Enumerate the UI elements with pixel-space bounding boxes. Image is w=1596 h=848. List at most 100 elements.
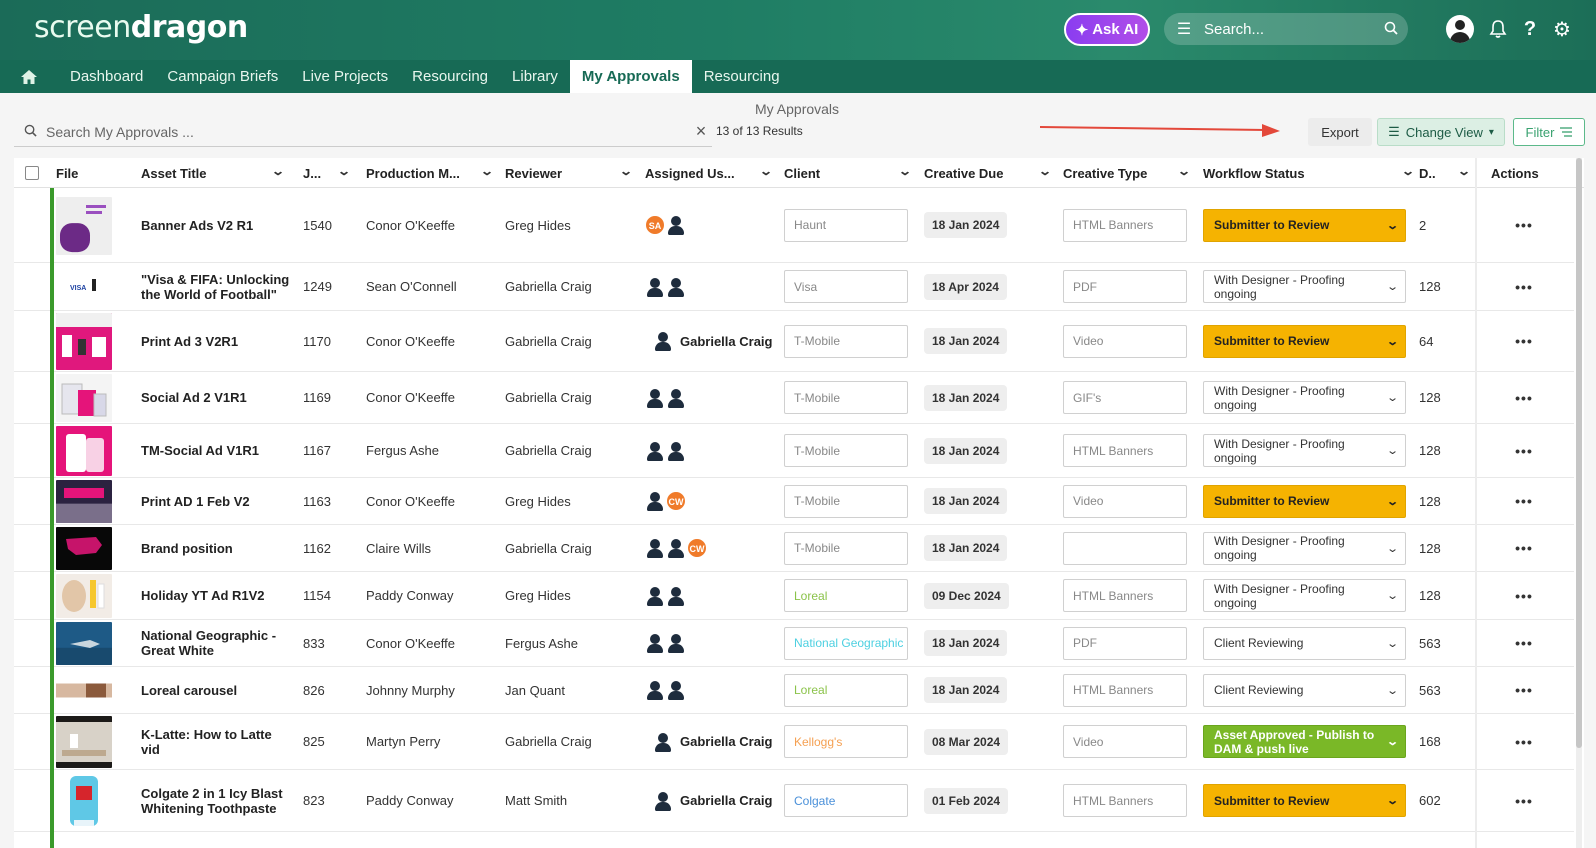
row-actions-button[interactable]: •••: [1494, 525, 1554, 571]
col-asset-title[interactable]: Asset Title ⌄: [141, 164, 286, 181]
asset-thumbnail[interactable]: VISA: [56, 265, 112, 309]
user-avatar-icon[interactable]: [666, 538, 686, 558]
row-actions-button[interactable]: •••: [1494, 188, 1554, 262]
asset-thumbnail[interactable]: [56, 196, 112, 255]
search-icon[interactable]: [1374, 21, 1408, 38]
creative-due-date[interactable]: 18 Jan 2024: [924, 488, 1008, 514]
creative-type-field[interactable]: PDF: [1063, 626, 1187, 660]
creative-type-field[interactable]: Video: [1063, 725, 1187, 758]
more-icon[interactable]: •••: [1515, 442, 1533, 459]
creative-due-date[interactable]: 08 Mar 2024: [924, 728, 1009, 755]
creative-due-date[interactable]: 01 Feb 2024: [924, 787, 1009, 814]
workflow-status-select[interactable]: Submitter to Review ⌄: [1203, 484, 1406, 518]
more-icon[interactable]: •••: [1515, 540, 1533, 556]
user-initials-avatar[interactable]: CW: [687, 538, 707, 558]
asset-thumbnail[interactable]: [56, 480, 112, 523]
client-field[interactable]: T-Mobile: [784, 484, 908, 518]
more-icon[interactable]: •••: [1515, 733, 1533, 750]
table-row[interactable]: Brand position 1162 Claire Wills Gabriel…: [14, 525, 1574, 572]
workflow-status-select[interactable]: With Designer - Proofing ongoing ⌄: [1203, 579, 1406, 612]
user-avatar-icon[interactable]: [666, 215, 686, 235]
asset-title[interactable]: Banner Ads V2 R1: [141, 217, 254, 233]
asset-title[interactable]: National Geographic - Great White: [141, 628, 277, 658]
more-icon[interactable]: •••: [1515, 333, 1533, 349]
more-icon[interactable]: •••: [1515, 217, 1533, 233]
table-row[interactable]: Holiday YT Ad R1V2 1154 Paddy Conway Gre…: [14, 572, 1574, 620]
approvals-search-input[interactable]: Search My Approvals ...: [46, 123, 194, 140]
workflow-status-select[interactable]: Asset Approved - Publish to DAM & push l…: [1203, 725, 1406, 758]
row-actions-button[interactable]: •••: [1494, 263, 1554, 310]
client-field[interactable]: Kellogg's: [784, 725, 908, 758]
table-row[interactable]: Colgate 2 in 1 Icy Blast Whitening Tooth…: [14, 770, 1574, 832]
ask-ai-button[interactable]: ✦ Ask AI: [1064, 13, 1150, 46]
user-avatar-icon[interactable]: [666, 440, 686, 461]
more-icon[interactable]: •••: [1515, 278, 1533, 295]
user-initials-avatar[interactable]: SA: [645, 215, 665, 235]
row-actions-button[interactable]: •••: [1494, 714, 1554, 769]
menu-icon[interactable]: ☰: [1176, 21, 1192, 38]
table-row[interactable]: Loreal carousel 826 Johnny Murphy Jan Qu…: [14, 667, 1574, 714]
asset-thumbnail[interactable]: [56, 426, 112, 476]
export-button[interactable]: Export: [1308, 118, 1372, 146]
row-actions-button[interactable]: •••: [1494, 620, 1554, 666]
user-avatar-icon[interactable]: [666, 387, 686, 408]
bell-icon[interactable]: [1484, 15, 1512, 43]
table-row[interactable]: National Geographic - Great White 833 Co…: [14, 620, 1574, 667]
client-field[interactable]: Visa: [784, 270, 908, 303]
scrollbar-thumb[interactable]: [1576, 158, 1582, 748]
creative-due-date[interactable]: 18 Apr 2024: [924, 273, 1007, 300]
client-field[interactable]: Haunt: [784, 208, 908, 242]
asset-title[interactable]: Holiday YT Ad R1V2: [141, 588, 265, 603]
approvals-search[interactable]: Search My Approvals ... ×: [14, 117, 712, 147]
table-row[interactable]: Banner Ads V2 R1 1540 Conor O'Keeffe Gre…: [14, 188, 1574, 263]
creative-type-field[interactable]: HTML Banners: [1063, 673, 1187, 707]
user-avatar-icon[interactable]: [645, 633, 665, 653]
client-field[interactable]: T-Mobile: [784, 531, 908, 565]
creative-due-date[interactable]: 09 Dec 2024: [924, 582, 1009, 609]
creative-due-date[interactable]: 18 Jan 2024: [924, 535, 1008, 561]
asset-thumbnail[interactable]: [56, 622, 112, 665]
workflow-status-select[interactable]: With Designer - Proofing ongoing ⌄: [1203, 434, 1406, 467]
nav-dashboard[interactable]: Dashboard: [70, 68, 144, 85]
more-icon[interactable]: •••: [1515, 792, 1533, 809]
user-avatar-icon[interactable]: [645, 387, 665, 408]
asset-thumbnail[interactable]: [56, 716, 112, 768]
workflow-status-select[interactable]: Submitter to Review ⌄: [1203, 324, 1406, 358]
user-avatar-icon[interactable]: [1446, 15, 1474, 43]
user-avatar-icon[interactable]: [653, 331, 673, 351]
user-avatar-icon[interactable]: [645, 585, 665, 606]
workflow-status-select[interactable]: With Designer - Proofing ongoing ⌄: [1203, 531, 1406, 565]
user-initials-avatar[interactable]: CW: [666, 491, 686, 511]
workflow-status-select[interactable]: Client Reviewing ⌄: [1203, 673, 1406, 707]
user-avatar-icon[interactable]: [645, 440, 665, 461]
asset-title[interactable]: Loreal carousel: [141, 682, 238, 698]
asset-title[interactable]: Print AD 1 Feb V2: [141, 493, 250, 509]
global-search[interactable]: ☰ Search...: [1164, 13, 1408, 45]
row-actions-button[interactable]: •••: [1494, 424, 1554, 477]
asset-thumbnail[interactable]: [56, 374, 112, 422]
col-job[interactable]: J... ⌄: [303, 164, 352, 181]
col-creative-type[interactable]: Creative Type ⌄: [1063, 164, 1192, 181]
asset-title[interactable]: Social Ad 2 V1R1: [141, 390, 247, 405]
nav-library[interactable]: Library: [512, 68, 558, 85]
asset-thumbnail[interactable]: [56, 772, 112, 830]
more-icon[interactable]: •••: [1515, 389, 1533, 406]
app-logo[interactable]: screendragon: [34, 10, 248, 45]
workflow-status-select[interactable]: Submitter to Review ⌄: [1203, 208, 1406, 242]
select-all-checkbox[interactable]: [25, 166, 39, 180]
col-assigned-users[interactable]: Assigned Us... ⌄: [645, 164, 774, 181]
creative-due-date[interactable]: 18 Jan 2024: [924, 437, 1008, 464]
user-avatar-icon[interactable]: [666, 680, 686, 700]
col-workflow-status[interactable]: Workflow Status ⌄: [1203, 164, 1416, 181]
table-row[interactable]: K-Latte: How to Latte vid 825 Martyn Per…: [14, 714, 1574, 770]
col-client[interactable]: Client ⌄: [784, 164, 913, 181]
asset-title[interactable]: K-Latte: How to Latte vid: [141, 726, 272, 757]
col-days[interactable]: D.. ⌄: [1419, 164, 1472, 181]
more-icon[interactable]: •••: [1515, 635, 1533, 651]
creative-type-field[interactable]: PDF: [1063, 270, 1187, 303]
table-row[interactable]: Print AD 1 Feb V2 1163 Conor O'Keeffe Gr…: [14, 478, 1574, 525]
asset-thumbnail[interactable]: [56, 313, 112, 370]
client-field[interactable]: Loreal: [784, 579, 908, 612]
change-view-button[interactable]: ☰ Change View ▾: [1377, 118, 1505, 146]
asset-title[interactable]: "Visa & FIFA: Unlocking the World of Foo…: [141, 271, 290, 302]
